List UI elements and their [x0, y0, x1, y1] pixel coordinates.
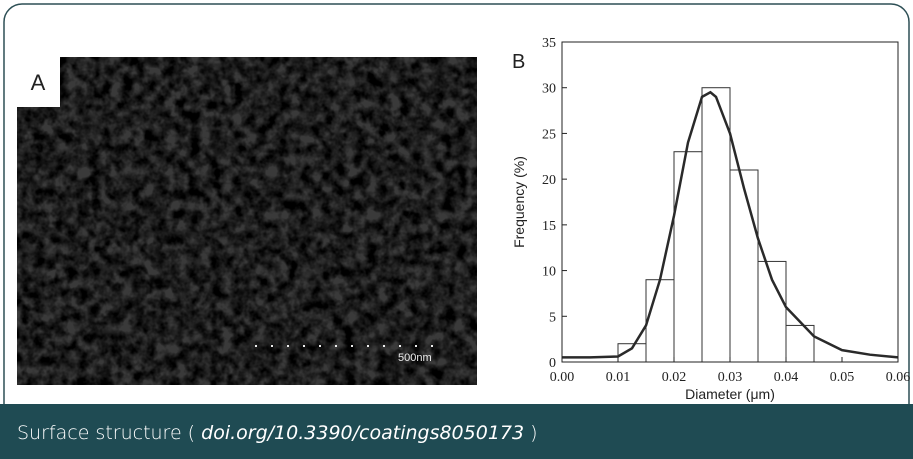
y-tick-label: 15 — [542, 219, 556, 234]
histogram-plot: 0 5 10 15 20 25 30 35 0.00 0.01 0.02 0.03 0.04 0.05 0.… — [511, 36, 910, 402]
x-tick-label: 0.02 — [662, 370, 687, 385]
hist-bar — [673, 151, 703, 363]
hist-bar — [729, 169, 759, 363]
caption: Surface structure ( doi.org/10.3390/coat… — [17, 422, 538, 444]
x-tick-label: 0.00 — [550, 370, 575, 385]
caption-bar — [0, 404, 913, 459]
panel-a-box — [17, 57, 60, 107]
x-axis-label: Diameter (μm) — [685, 386, 775, 402]
caption-doi: doi.org/10.3390/coatings8050173 — [201, 422, 524, 444]
y-tick-label: 5 — [549, 310, 556, 325]
scale-bar-label: 500nm — [398, 352, 432, 364]
y-tick-label: 20 — [542, 173, 556, 188]
y-tick-label: 25 — [542, 127, 556, 142]
x-tick-label: 0.05 — [830, 370, 855, 385]
y-tick-label: 35 — [542, 36, 556, 51]
panel-b-label: B — [512, 51, 525, 73]
x-tick-label: 0.01 — [606, 370, 631, 385]
sem-image — [17, 57, 477, 385]
panel-a-label: A — [31, 70, 46, 95]
y-tick-label: 30 — [542, 82, 556, 97]
caption-text: Surface structure ( — [17, 422, 195, 444]
x-tick-label: 0.06 — [886, 370, 911, 385]
y-axis-label: Frequency (%) — [511, 156, 527, 248]
fit-curve — [562, 90, 899, 359]
y-tick-label: 0 — [549, 356, 556, 371]
x-tick-label: 0.04 — [774, 370, 799, 385]
hist-bar — [645, 279, 675, 363]
caption-close: ) — [530, 422, 537, 444]
x-tick-label: 0.03 — [718, 370, 743, 385]
hist-bar — [701, 87, 731, 363]
y-tick-label: 10 — [542, 265, 556, 280]
